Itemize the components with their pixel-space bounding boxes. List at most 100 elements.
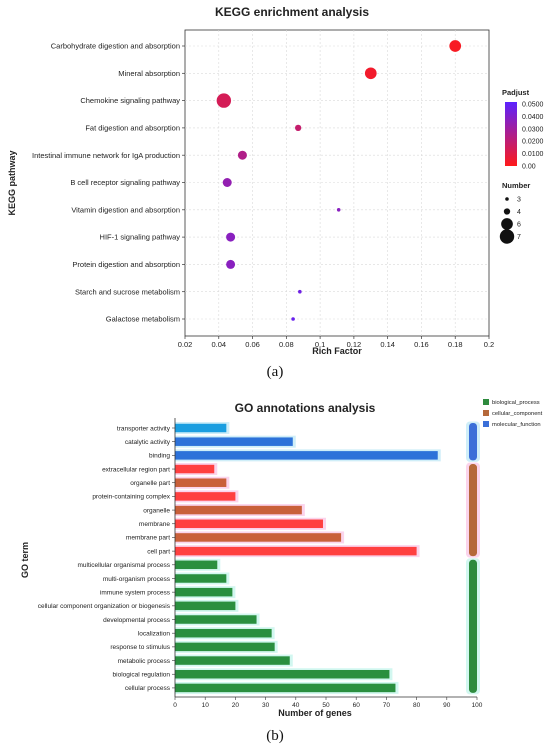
kegg-category-chemokine-signaling-pathway: Chemokine signaling pathway	[80, 96, 180, 105]
go-x-axis-title: Number of genes	[278, 708, 352, 718]
go-bar-multicellular-organismal-process	[175, 560, 218, 570]
go-xtick-label: 60	[353, 702, 361, 709]
go-group-bar-molecular-function	[469, 423, 477, 461]
go-term-cell-part: cell part	[147, 548, 170, 555]
go-title: GO annotations analysis	[235, 401, 376, 415]
go-term-membrane: membrane	[139, 521, 170, 528]
go-term-organelle-part: organelle part	[130, 480, 170, 487]
go-term-immune-system-process: immune system process	[100, 589, 171, 596]
go-xtick-label: 20	[232, 702, 240, 709]
number-legend-label: 4	[517, 209, 521, 216]
go-xtick-label: 80	[413, 702, 421, 709]
padjust-legend-title: Padjust	[502, 88, 530, 97]
go-term-catalytic-activity: catalytic activity	[125, 439, 171, 446]
padjust-legend-label: 0.0200	[522, 139, 544, 146]
kegg-xtick-label: 0.04	[211, 340, 226, 349]
go-bar-response-to-stimulus	[175, 642, 275, 652]
go-bar-biological-regulation	[175, 669, 390, 679]
kegg-xtick-label: 0.12	[347, 340, 362, 349]
go-term-transporter-activity: transporter activity	[117, 425, 171, 432]
go-xtick-label: 90	[443, 702, 451, 709]
kegg-xtick-label: 0.02	[178, 340, 193, 349]
kegg-xtick-label: 0.16	[414, 340, 429, 349]
kegg-y-axis-title: KEGG pathway	[7, 150, 17, 215]
padjust-legend-label: 0.0100	[522, 151, 544, 158]
go-term-developmental-process: developmental process	[103, 617, 171, 624]
go-xtick-label: 0	[173, 702, 177, 709]
kegg-xtick-label: 0.1	[315, 340, 325, 349]
kegg-category-protein-digestion-and-absorption: Protein digestion and absorption	[72, 260, 180, 269]
kegg-point-chemokine-signaling-pathway	[216, 93, 232, 108]
go-term-cellular-component-organization-or-biogenesis: cellular component organization or bioge…	[38, 603, 171, 610]
go-legend-label-molecular-function: molecular_function	[492, 422, 541, 428]
go-xtick-label: 70	[383, 702, 391, 709]
kegg-category-vitamin-digestion-and-absorption: Vitamin digestion and absorption	[71, 205, 180, 214]
go-bar-cellular-process	[175, 683, 396, 693]
number-legend-dot	[501, 218, 513, 230]
number-legend-dot	[503, 208, 511, 215]
kegg-point-carbohydrate-digestion-and-absorption	[449, 40, 462, 52]
kegg-point-fat-digestion-and-absorption	[295, 124, 302, 132]
go-term-multi-organism-process: multi-organism process	[103, 576, 171, 583]
go-term-multicellular-organismal-process: multicellular organismal process	[78, 562, 171, 569]
kegg-category-hif-1-signaling-pathway: HIF-1 signaling pathway	[100, 233, 181, 242]
kegg-x-axis-title: Rich Factor	[312, 346, 362, 356]
padjust-legend-label: 0.0500	[522, 102, 544, 109]
go-bar-metabolic-process	[175, 656, 290, 665]
padjust-colorbar	[505, 102, 517, 166]
go-bar-binding	[175, 451, 438, 460]
go-term-organelle: organelle	[143, 507, 170, 514]
kegg-point-starch-and-sucrose-metabolism	[298, 289, 302, 294]
go-group-bar-biological-process	[469, 559, 477, 693]
go-term-biological-regulation: biological regulation	[113, 672, 171, 679]
go-bar-protein-containing-complex	[175, 492, 236, 501]
go-term-metabolic-process: metabolic process	[118, 658, 171, 665]
kegg-plot-frame	[184, 29, 490, 337]
kegg-category-galactose-metabolism: Galactose metabolism	[106, 315, 180, 324]
padjust-legend-label: 0.00	[522, 164, 536, 171]
number-legend-title: Number	[502, 181, 530, 190]
kegg-xtick-label: 0.06	[245, 340, 260, 349]
go-group-bar-cellular-component	[469, 464, 477, 557]
go-bar-transporter-activity	[175, 423, 227, 433]
go-bar-cell-part	[175, 546, 417, 556]
padjust-legend-label: 0.0400	[522, 114, 544, 121]
number-legend-dot	[505, 197, 509, 201]
kegg-category-mineral-absorption: Mineral absorption	[118, 69, 180, 78]
kegg-point-protein-digestion-and-absorption	[226, 259, 236, 269]
caption-b: (b)	[266, 728, 284, 744]
go-bar-catalytic-activity	[175, 437, 293, 446]
kegg-point-hif-1-signaling-pathway	[226, 232, 236, 242]
go-term-localization: localization	[138, 631, 171, 638]
number-legend-label: 7	[517, 234, 521, 241]
go-bar-multi-organism-process	[175, 574, 227, 583]
kegg-point-galactose-metabolism	[291, 317, 295, 321]
go-xtick-label: 10	[202, 702, 210, 709]
go-legend-swatch-molecular-function	[483, 421, 489, 427]
go-legend-swatch-cellular-component	[483, 410, 489, 416]
kegg-category-fat-digestion-and-absorption: Fat digestion and absorption	[85, 124, 180, 133]
kegg-category-starch-and-sucrose-metabolism: Starch and sucrose metabolism	[75, 287, 180, 296]
padjust-legend-label: 0.0300	[522, 126, 544, 133]
go-xtick-label: 30	[262, 702, 270, 709]
go-bar-cellular-component-organization-or-biogenesis	[175, 601, 236, 611]
go-term-extracellular-region-part: extracellular region part	[102, 466, 170, 473]
go-legend-swatch-biological-process	[483, 399, 489, 405]
go-bar-membrane	[175, 519, 323, 529]
go-xtick-label: 100	[472, 702, 483, 709]
go-bar-organelle-part	[175, 478, 227, 487]
go-term-membrane-part: membrane part	[126, 535, 170, 542]
go-chart: GO annotations analysis transporter activ…	[20, 399, 543, 744]
number-legend-label: 6	[517, 222, 521, 229]
kegg-point-mineral-absorption	[364, 67, 377, 80]
go-xtick-label: 50	[322, 702, 330, 709]
go-term-response-to-stimulus: response to stimulus	[110, 644, 170, 651]
kegg-category-b-cell-receptor-signaling-pathway: B cell receptor signaling pathway	[70, 178, 180, 187]
kegg-category-intestinal-immune-network-for-iga-production: Intestinal immune network for IgA produc…	[32, 151, 180, 160]
kegg-xtick-label: 0.08	[279, 340, 294, 349]
go-y-axis-title: GO term	[20, 542, 30, 578]
go-bar-membrane-part	[175, 533, 342, 542]
go-xtick-label: 40	[292, 702, 300, 709]
